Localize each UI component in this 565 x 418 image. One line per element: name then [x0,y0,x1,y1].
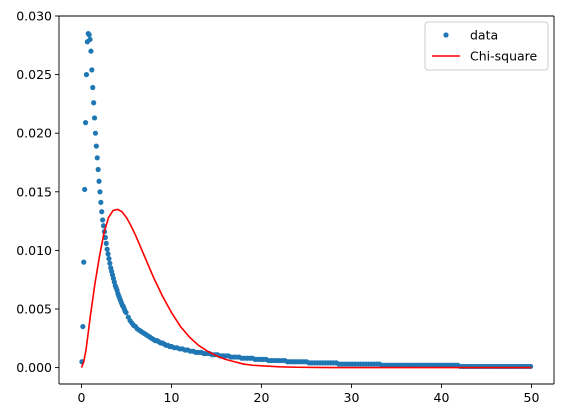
data-point [100,217,106,223]
data-point [106,256,112,262]
legend-data-marker [443,32,449,38]
legend: data Chi-square [424,21,549,71]
data-point [95,166,101,173]
data-point [94,155,100,161]
y-tick-label: 0.020 [16,126,52,141]
data-series-points [79,30,534,370]
data-point [90,84,96,91]
x-tick-label: 50 [524,390,540,405]
y-tick-label: 0.015 [16,184,52,199]
data-point [104,246,110,252]
axes-frame [58,15,555,385]
data-point [105,251,111,257]
plot-area [59,16,554,384]
data-point [88,48,94,54]
data-point [89,67,95,73]
data-point [100,223,107,229]
data-point [82,186,88,193]
y-tick-label: 0.010 [16,243,52,258]
data-point [96,178,102,184]
legend-label-data: data [470,28,498,43]
data-point [107,260,113,266]
legend-label-chi-square: Chi-square [470,49,538,64]
data-point [123,309,129,316]
data-point [92,130,99,136]
y-tick-label: 0.025 [16,67,52,82]
x-tick-label: 10 [164,390,180,405]
data-point [91,115,98,121]
chi-square-line [80,208,532,369]
legend-box [424,21,549,71]
y-ticks: 0.000 0.005 0.010 0.015 0.020 0.025 0.030 [16,9,59,375]
data-point [99,209,105,215]
x-tick-label: 20 [254,390,270,405]
x-tick-label: 0 [78,390,86,405]
data-point [86,32,92,38]
x-tick-label: 30 [344,390,360,405]
y-tick-label: 0.030 [16,9,52,24]
data-point [80,323,86,330]
data-point [97,189,103,195]
data-point [98,199,104,205]
data-point [81,259,87,265]
data-point [91,100,97,106]
data-point [82,120,89,126]
x-tick-label: 40 [434,390,450,405]
x-ticks: 0 10 20 30 40 50 [78,384,540,405]
y-tick-label: 0.000 [16,360,52,375]
data-point [93,143,99,149]
data-point [87,36,93,43]
data-point [103,240,109,246]
y-tick-label: 0.005 [16,301,52,316]
data-point [83,72,90,78]
chi-square-series [80,208,532,369]
